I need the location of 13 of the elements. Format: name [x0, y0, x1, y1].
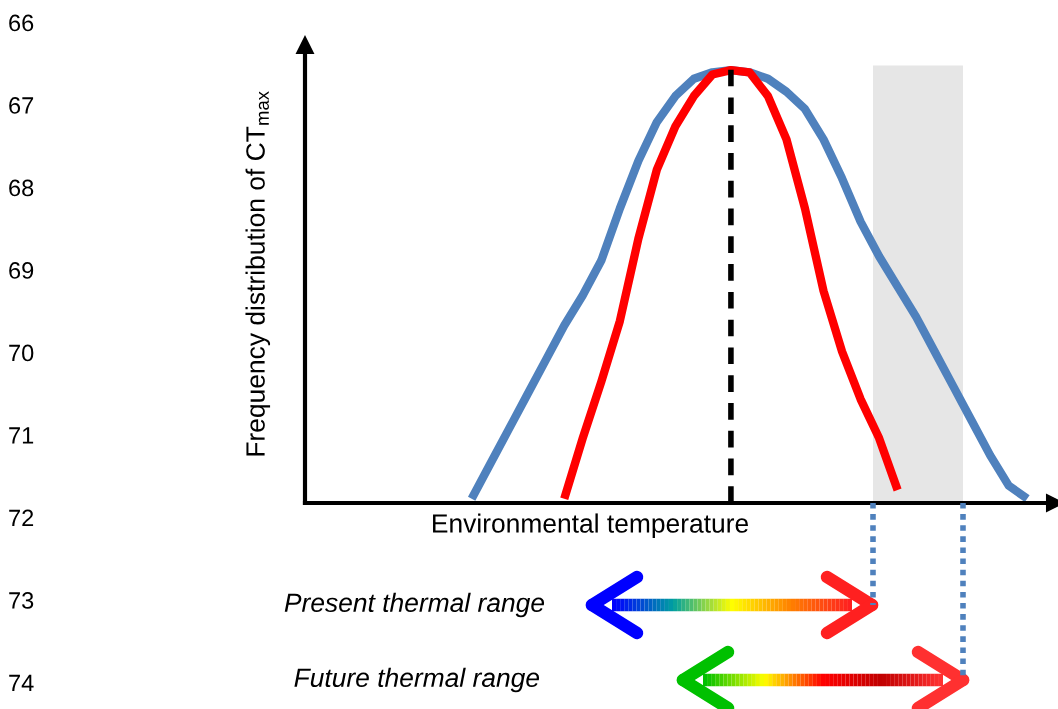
x-axis-title: Environmental temperature [433, 513, 748, 539]
text: 73 [9, 592, 34, 609]
text: 68 [9, 179, 34, 197]
text: Future thermal range [294, 667, 540, 693]
text: 71 [9, 427, 34, 444]
text: 74 [9, 674, 34, 692]
text: 70 [9, 344, 34, 362]
text: 67 [9, 97, 34, 114]
text: 72 [9, 509, 34, 527]
text: 66 [9, 14, 34, 32]
y-axis-title: Frequency distribution of CT$_{max}$ [245, 91, 271, 456]
text: Present thermal range [284, 592, 545, 618]
text: 69 [9, 262, 34, 279]
